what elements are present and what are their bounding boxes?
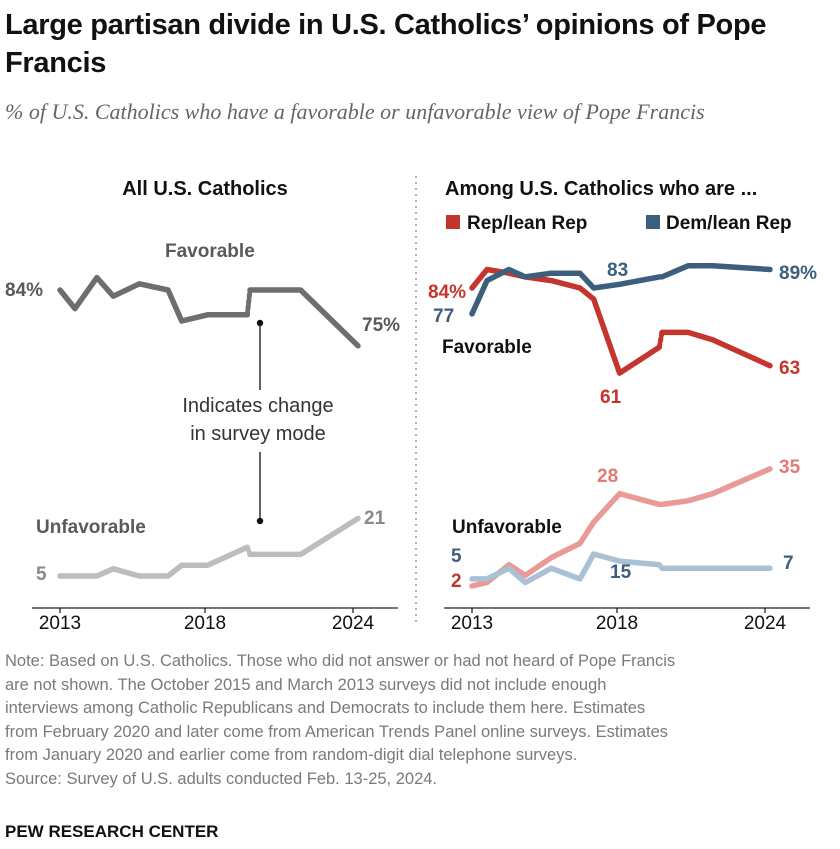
series-lines-layer (57, 263, 773, 589)
data-label-dem-unfavorable-mid: 15 (610, 562, 632, 583)
data-label-favorable-first: 84% (5, 280, 43, 301)
unfavorable-all-mode-change-gap (244, 544, 253, 557)
source-line: Source: Survey of U.S. adults conducted … (5, 769, 438, 788)
data-label-unfavorable-first: 5 (36, 564, 47, 585)
dem-unfavorable-mode-change-gap (656, 562, 665, 571)
data-label-dem-unfavorable-first: 5 (451, 546, 462, 567)
data-label-dem-favorable-mid: 83 (607, 260, 628, 281)
note-line: are not shown. The October 2015 and Marc… (5, 675, 607, 694)
data-label-rep-unfavorable-last: 35 (779, 457, 801, 478)
x-tick-label: 2018 (596, 613, 638, 634)
chart-svg: 2013 2018 2024 2013 2018 2024 All U.S. Catholi… (5, 176, 817, 634)
favorable-all-line-telephone (57, 274, 251, 324)
chart-labels-layer: 2013 2018 2024 2013 2018 2024 All U.S. Catholi… (5, 178, 817, 634)
rep-favorable-line-telephone (469, 266, 663, 376)
favorable-all-mode-change-gap (244, 287, 253, 318)
legend-label-rep: Rep/lean Rep (467, 213, 587, 234)
data-label-rep-favorable-last: 63 (779, 358, 800, 379)
panel-title-right: Among U.S. Catholics who are ... (445, 178, 757, 200)
note-line: from February 2020 and later come from A… (5, 722, 669, 741)
x-tick-label: 2024 (744, 613, 787, 634)
dem-favorable-line-online (659, 263, 773, 280)
group-label-favorable-right: Favorable (442, 337, 532, 358)
unfavorable-all-line-online (247, 515, 361, 558)
group-label-unfavorable: Unfavorable (36, 517, 146, 538)
mode-change-note-line2: in survey mode (190, 423, 326, 445)
axes-layer (32, 607, 810, 613)
data-label-rep-favorable-min: 61 (600, 387, 622, 408)
mode-change-dot-bottom (256, 517, 264, 525)
unfavorable-all-line-telephone (57, 544, 251, 579)
legend-swatch-rep (446, 215, 460, 229)
data-label-favorable-last: 75% (362, 315, 400, 336)
note-line: from January 2020 and earlier come from … (5, 746, 578, 764)
data-label-dem-unfavorable-last: 7 (783, 553, 794, 574)
rep-favorable-line-online (659, 329, 773, 369)
x-tick-label: 2018 (184, 613, 226, 634)
legend-label-dem: Dem/lean Rep (666, 213, 792, 234)
chart-note: Note: Based on U.S. Catholics. Those who… (5, 650, 830, 791)
rep-unfavorable-line-online (659, 466, 773, 508)
data-label-dem-favorable-first: 77 (433, 306, 454, 327)
source-organization: PEW RESEARCH CENTER (5, 822, 219, 841)
chart-subtitle: % of U.S. Catholics who have a favorable… (5, 99, 705, 124)
x-tick-label: 2024 (332, 613, 375, 634)
note-line: interviews among Catholic Republicans an… (5, 699, 646, 717)
data-label-rep-unfavorable-peak: 28 (597, 466, 618, 487)
x-tick-label: 2013 (39, 613, 81, 634)
panel-title-left: All U.S. Catholics (122, 178, 288, 200)
data-label-rep-favorable-first: 84% (428, 282, 466, 303)
dem-favorable-line-telephone (469, 266, 663, 317)
chart-title: Large partisan divide in U.S. Catholics’… (5, 9, 767, 79)
data-label-dem-favorable-last: 89% (779, 263, 817, 284)
group-label-unfavorable-right: Unfavorable (452, 517, 562, 538)
mode-change-note-line1: Indicates change (182, 395, 333, 417)
legend-swatch-dem (646, 215, 660, 229)
note-line: Note: Based on U.S. Catholics. Those who… (5, 652, 676, 670)
group-label-favorable: Favorable (165, 241, 255, 262)
dem-unfavorable-line-telephone (469, 551, 663, 586)
data-label-rep-unfavorable-first: 2 (451, 571, 462, 592)
data-label-unfavorable-last: 21 (364, 508, 386, 529)
mode-change-dot-top (256, 319, 264, 327)
favorable-all-line-online (247, 287, 361, 349)
rep-favorable-mode-change-gap (656, 329, 665, 350)
x-tick-label: 2013 (451, 613, 493, 634)
